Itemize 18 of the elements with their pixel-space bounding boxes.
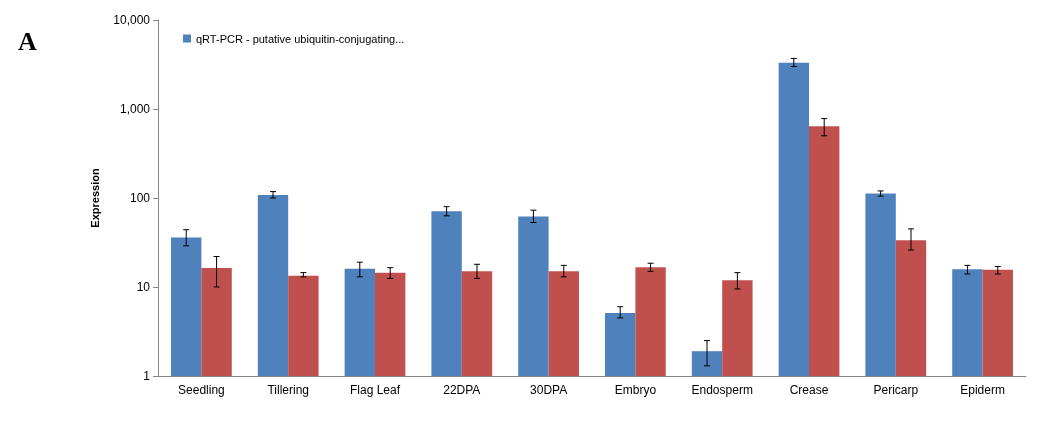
y-tick-label: 100: [129, 191, 151, 205]
y-tick-label: 10,000: [113, 13, 151, 27]
x-tick-label: Crease: [789, 383, 829, 397]
x-tick-label: 22DPA: [443, 383, 481, 397]
y-tick-label: 10: [136, 280, 151, 294]
y-tick-label: 1,000: [119, 102, 151, 116]
x-tick-label: Pericarp: [873, 383, 919, 397]
x-tick-label: Embryo: [614, 383, 657, 397]
x-tick-label: 30DPA: [530, 383, 568, 397]
text: A: [18, 26, 37, 56]
x-tick-label: Flag Leaf: [349, 383, 401, 397]
y-tick-label: 1: [143, 369, 151, 383]
x-tick-label: Tillering: [267, 383, 309, 397]
x-tick-label: Seedling: [178, 383, 225, 397]
legend-label: qRT-PCR - putative ubiquitin-conjugating...: [196, 32, 405, 45]
x-tick-label: Epiderm: [960, 383, 1005, 397]
y-axis-title: Expression: [88, 168, 101, 228]
x-tick-label: Endosperm: [691, 383, 753, 397]
